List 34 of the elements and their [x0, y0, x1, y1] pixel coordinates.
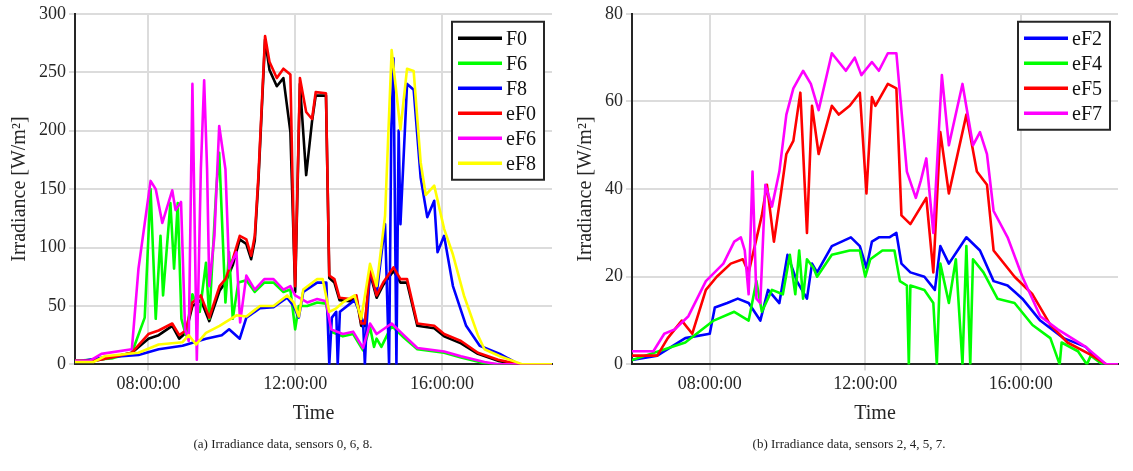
y-tick-label: 250 [39, 60, 66, 81]
text: (b) Irradiance data, sensors 2, 4, 5, 7. [752, 436, 946, 452]
y-tick-label: 20 [605, 265, 623, 286]
x-axis-title: Time [292, 401, 335, 424]
legend-label: F0 [506, 26, 528, 49]
legend-label: eF5 [1072, 76, 1102, 99]
x-tick-label: 16:00:00 [409, 372, 474, 393]
y-tick-label: 50 [48, 294, 66, 315]
x-tick-label: 08:00:00 [116, 372, 181, 393]
legend-label: F6 [506, 51, 528, 74]
legend-label: eF2 [1072, 26, 1102, 49]
x-tick-label: 16:00:00 [988, 372, 1053, 393]
x-tick-label: 08:00:00 [677, 372, 742, 393]
y-tick-label: 40 [605, 177, 623, 198]
x-tick-label: 12:00:00 [263, 372, 328, 393]
legend-label: eF8 [506, 151, 536, 174]
y-tick-label: 200 [39, 119, 66, 140]
y-tick-label: 150 [39, 177, 66, 198]
x-axis-title: Time [854, 401, 896, 424]
legend-label: F8 [506, 76, 528, 99]
y-tick-label: 60 [605, 90, 623, 111]
y-tick-label: 100 [39, 236, 66, 257]
y-axis-title: Irradiance [W/m²] [573, 116, 596, 262]
legend-label: eF4 [1072, 51, 1102, 74]
y-tick-label: 80 [605, 2, 623, 23]
legend-label: eF0 [506, 101, 536, 124]
x-tick-label: 12:00:00 [833, 372, 898, 393]
legend-label: eF7 [1072, 101, 1102, 124]
legend-label: eF6 [506, 126, 536, 149]
text: (a) Irradiance data, sensors 0, 6, 8. [193, 436, 373, 452]
y-axis-title: Irradiance [W/m²] [7, 116, 30, 262]
y-tick-label: 0 [614, 353, 623, 374]
y-tick-label: 300 [39, 2, 66, 23]
y-tick-label: 0 [57, 353, 66, 374]
